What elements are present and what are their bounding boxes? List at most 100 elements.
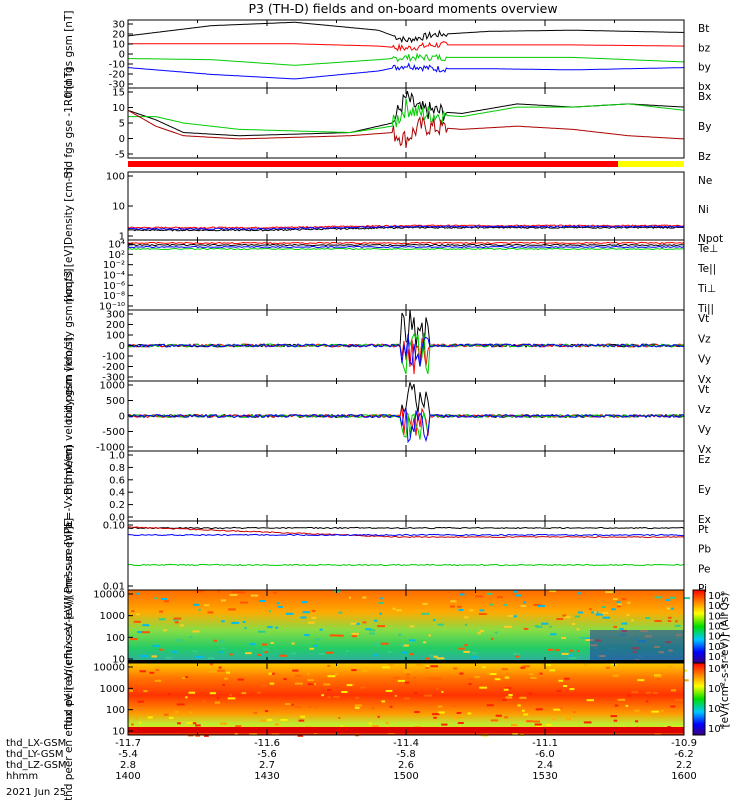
spectrogram-pixel bbox=[204, 734, 209, 737]
spectrogram-pixel bbox=[272, 591, 277, 594]
spectrogram-pixel bbox=[294, 682, 303, 685]
spectrogram-pixel bbox=[613, 598, 618, 600]
spectrogram-pixel bbox=[465, 623, 468, 626]
spectrogram-pixel bbox=[308, 702, 312, 705]
spectrogram-pixel bbox=[669, 596, 676, 599]
spectrogram-pixel bbox=[479, 609, 485, 612]
y-tick-label: 0 bbox=[119, 412, 125, 423]
spectrogram-pixel bbox=[137, 631, 145, 634]
x-axis-value: -6.0 bbox=[535, 749, 555, 760]
spectrogram-pixel bbox=[371, 707, 375, 710]
spectrogram-pixel bbox=[409, 625, 415, 628]
spectrogram-pixel bbox=[625, 704, 629, 707]
spectrogram-pixel bbox=[522, 665, 531, 668]
spectrogram-pixel bbox=[129, 689, 133, 692]
spectrogram-pixel bbox=[257, 691, 261, 694]
spectrogram-pixel bbox=[235, 725, 242, 728]
y-tick-label: 10000 bbox=[93, 663, 125, 674]
spectrogram-pixel bbox=[432, 713, 440, 716]
spectrogram-pixel bbox=[350, 622, 357, 625]
spectrogram-pixel bbox=[406, 673, 410, 676]
spectrogram-pixel bbox=[474, 675, 480, 678]
spectrogram-pixel bbox=[219, 651, 223, 654]
y-axis-title: Pressure [nPa] bbox=[63, 518, 75, 593]
spectrogram-pixel bbox=[621, 622, 628, 625]
spectrogram-pixel bbox=[503, 603, 507, 606]
spectrogram-pixel bbox=[155, 669, 160, 672]
y-tick-label: 10 bbox=[112, 103, 125, 114]
y-tick-label: 10⁴ bbox=[108, 240, 125, 251]
spectrogram-pixel bbox=[395, 609, 402, 612]
spectrogram-pixel bbox=[471, 652, 478, 655]
spectrogram-pixel bbox=[229, 653, 233, 656]
y-tick-label: 0 bbox=[119, 50, 125, 61]
spectrogram-pixel bbox=[269, 682, 275, 685]
spectrogram-pixel bbox=[616, 601, 621, 604]
spectrogram-pixel bbox=[174, 711, 179, 714]
y-axis-title: thd peer en eflux eV [eV/(cm²-s-sr-eV)] bbox=[63, 597, 75, 800]
y-axis-title: thd peim velocity gsm [km/s] bbox=[63, 269, 75, 423]
spectrogram-pixel bbox=[454, 716, 458, 719]
spectrogram-pixel bbox=[530, 676, 537, 679]
spectrogram-pixel bbox=[354, 622, 360, 625]
spectrogram-pixel bbox=[438, 711, 445, 714]
x-axis-value: 2.2 bbox=[676, 760, 692, 771]
x-axis-value: -5.6 bbox=[257, 749, 277, 760]
y-tick-label: 0.8 bbox=[109, 463, 125, 474]
spectrogram-pixel bbox=[392, 607, 396, 610]
spectrogram-pixel bbox=[522, 709, 525, 712]
spectrogram-pixel bbox=[535, 708, 543, 711]
spectrogram-pixel bbox=[369, 629, 376, 632]
spectrogram-pixel bbox=[564, 677, 570, 680]
spectrogram-pixel bbox=[220, 647, 227, 650]
spectrogram-pixel bbox=[264, 710, 269, 713]
x-axis-value: -11.6 bbox=[254, 738, 280, 749]
spectrogram-pixel bbox=[421, 612, 429, 615]
spectrogram-pixel bbox=[259, 600, 266, 602]
y-tick-label: 10⁻¹⁰ bbox=[99, 302, 125, 313]
spectrogram-pixel bbox=[190, 722, 197, 725]
x-axis-value: 2.7 bbox=[259, 760, 275, 771]
spectrogram-pixel bbox=[189, 636, 193, 639]
x-axis-value: 2.4 bbox=[537, 760, 553, 771]
spectrogram-pixel bbox=[279, 654, 287, 657]
spectrogram-pixel bbox=[196, 704, 204, 706]
spectrogram-pixel bbox=[285, 612, 294, 615]
legend-Vt: Vt bbox=[698, 384, 709, 396]
legend-Ti||: Ti|| bbox=[697, 303, 714, 315]
colorbar-tick-label: 10⁶ bbox=[708, 611, 725, 622]
spectrogram-pixel bbox=[541, 622, 549, 625]
spectrogram-pixel bbox=[520, 666, 526, 669]
spectrogram-pixel bbox=[264, 651, 269, 654]
spectrogram-pixel bbox=[433, 716, 437, 719]
spectrogram-pixel bbox=[219, 722, 227, 725]
spectrogram-pixel bbox=[539, 672, 543, 675]
y-tick-label: 10² bbox=[108, 250, 125, 261]
spectrogram-pixel bbox=[403, 697, 410, 700]
spectrogram-pixel bbox=[304, 634, 310, 637]
spectrogram-pixel bbox=[240, 601, 249, 604]
spectrogram-pixel bbox=[192, 630, 200, 633]
spectrogram-pixel bbox=[457, 605, 462, 608]
spectrogram-pixel bbox=[154, 679, 162, 682]
spectrogram-pixel bbox=[576, 628, 580, 631]
spectrogram-pixel bbox=[360, 686, 366, 689]
spectrogram-pixel bbox=[573, 711, 576, 713]
spectrogram-pixel bbox=[218, 666, 222, 669]
spectrogram-pixel bbox=[379, 612, 382, 615]
spectrogram-pixel bbox=[373, 654, 379, 657]
legend-Ex: Ex bbox=[698, 514, 711, 526]
spectrogram-pixel bbox=[519, 696, 527, 699]
spectrogram-pixel bbox=[526, 720, 534, 723]
spectrogram-pixel bbox=[605, 591, 613, 594]
x-axis-labels: thd_LX-GSM -11.7 -11.6 -11.4 -11.1 -10.9 thd_L… bbox=[6, 738, 697, 782]
spectrogram-pixel bbox=[617, 698, 626, 701]
x-axis-value: 1500 bbox=[393, 771, 418, 782]
spectrogram-pixel bbox=[564, 616, 571, 619]
spectrogram-pixel bbox=[553, 708, 561, 711]
y-tick-label: -500 bbox=[102, 427, 125, 438]
spectrogram-pixel bbox=[631, 619, 634, 622]
spectrogram-pixel bbox=[244, 627, 247, 630]
